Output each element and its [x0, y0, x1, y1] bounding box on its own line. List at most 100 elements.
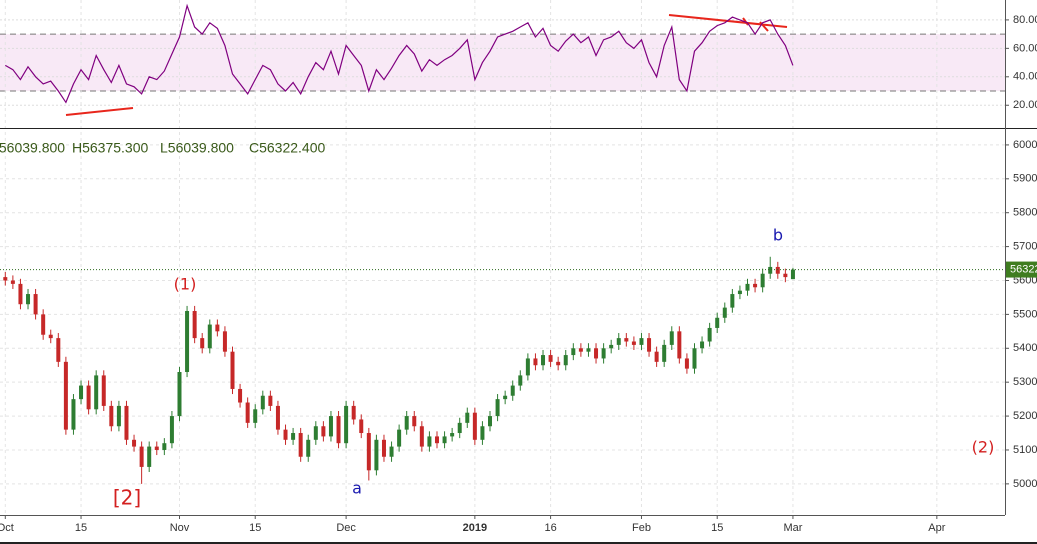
candle-body — [707, 327, 712, 342]
candle-body — [556, 361, 561, 366]
candle-body — [427, 436, 432, 447]
candle-body — [321, 426, 326, 437]
y-tick-label: 55000.00 — [1013, 308, 1037, 320]
candle-body — [450, 433, 455, 437]
candle-body — [177, 372, 182, 417]
candle-body — [336, 416, 341, 444]
candle-body — [737, 290, 742, 295]
candle-body — [48, 334, 53, 339]
candle-body — [639, 338, 644, 345]
candle-body — [109, 405, 114, 427]
candle-body — [495, 399, 500, 417]
candle-body — [571, 348, 576, 356]
candle-body — [790, 269, 795, 280]
x-tick-label: 15 — [711, 522, 723, 534]
candle-body — [26, 294, 31, 305]
x-tick-label: Feb — [632, 522, 651, 534]
candle-body — [775, 266, 780, 274]
candle-body — [419, 426, 424, 447]
candle-body — [359, 419, 364, 434]
x-tick-label: Nov — [170, 522, 190, 534]
candle-body — [624, 338, 629, 342]
candle-body — [139, 446, 144, 467]
candle-body — [207, 324, 212, 349]
candle-body — [647, 338, 652, 352]
candle-body — [510, 385, 515, 396]
candle-body — [215, 324, 220, 332]
candle-body — [692, 348, 697, 369]
candle-body — [101, 375, 106, 406]
candle-body — [94, 375, 99, 410]
candle-body — [86, 385, 91, 410]
candle-body — [609, 344, 614, 349]
candle-body — [381, 439, 386, 457]
candle-body — [669, 331, 674, 345]
candle-body — [245, 402, 250, 423]
candle-body — [518, 375, 523, 386]
candle-body — [200, 338, 205, 349]
candle-body — [541, 355, 546, 366]
candle-body — [306, 439, 311, 457]
candle-body — [260, 395, 265, 410]
x-tick-label: Apr — [928, 522, 945, 534]
candle-body — [434, 436, 439, 444]
candle-body — [71, 399, 76, 430]
candle-body — [578, 348, 583, 352]
candle-body — [465, 412, 470, 423]
trendline — [759, 21, 769, 32]
candle-body — [783, 273, 788, 278]
candle-body — [56, 338, 61, 362]
candle-body — [33, 294, 38, 315]
x-tick-label: 15 — [75, 522, 87, 534]
candle-body — [563, 355, 568, 366]
candle-body — [374, 439, 379, 471]
candle-body — [291, 433, 296, 440]
candle-body — [480, 426, 485, 440]
candle-body — [404, 416, 409, 430]
candle-body — [192, 311, 197, 339]
candle-body — [715, 317, 720, 328]
y-tick-label: 52000.00 — [1013, 410, 1037, 422]
candle-body — [397, 429, 402, 447]
candle-body — [124, 405, 129, 440]
trendline — [65, 107, 134, 116]
candle-body — [472, 412, 477, 440]
y-tick-label: 59000.00 — [1013, 173, 1037, 185]
candle-body — [631, 341, 636, 345]
candle-body — [753, 283, 758, 288]
candle-body — [79, 385, 84, 400]
candle-body — [457, 422, 462, 434]
last-price-label: 56322.400 — [1010, 263, 1037, 275]
candle-body — [768, 266, 773, 274]
candle-body — [169, 416, 174, 444]
wave-label: (1) — [174, 275, 197, 294]
candle-body — [116, 405, 121, 427]
y-tick-label: 57000.00 — [1013, 241, 1037, 253]
wave-label: a — [352, 479, 362, 498]
y-tick-label: 60000.00 — [1013, 139, 1037, 151]
candle-body — [722, 307, 727, 318]
wave-label: [2] — [113, 486, 141, 510]
candle-body — [275, 405, 280, 430]
candle-body — [601, 348, 606, 359]
candle-body — [10, 280, 15, 284]
x-tick-label: Oct — [0, 522, 14, 534]
candle-body — [503, 395, 508, 400]
candle-body — [525, 358, 530, 376]
candle-body — [328, 416, 333, 437]
candle-body — [154, 446, 159, 450]
candle-body — [313, 426, 318, 440]
candle-body — [662, 344, 667, 362]
x-tick-label: 2019 — [463, 522, 487, 534]
y-tick-label: 80.00 — [1013, 14, 1037, 26]
candle-body — [298, 433, 303, 457]
last-price-tag — [1006, 261, 1037, 278]
candle-body — [586, 348, 591, 352]
candle-body — [222, 331, 227, 352]
ohlc-value: C56322.400 — [249, 140, 326, 156]
y-tick-label: 20.00 — [1013, 99, 1037, 111]
candle-body — [442, 436, 447, 444]
candle-body — [654, 351, 659, 362]
candle-body — [548, 355, 553, 362]
x-tick-label: 16 — [544, 522, 556, 534]
